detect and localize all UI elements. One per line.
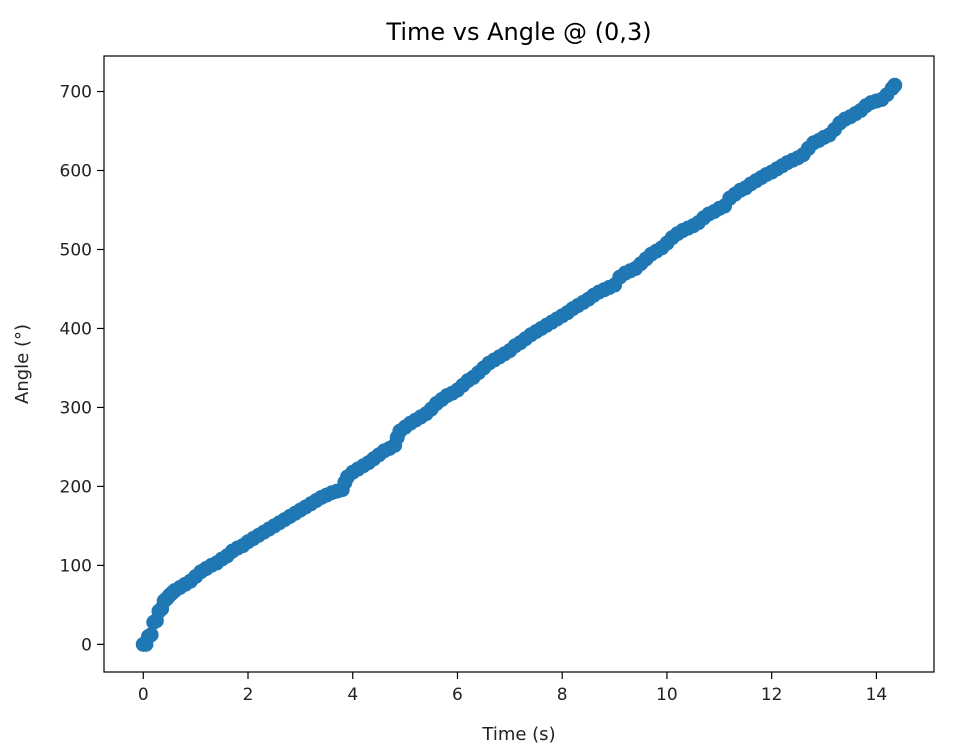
y-axis-label: Angle (°)	[12, 324, 33, 404]
y-tick-label: 600	[60, 162, 92, 182]
data-point	[143, 627, 159, 643]
x-axis-ticks: 0 2 4 6 8 10 12 14	[138, 672, 887, 705]
y-tick-label: 100	[60, 556, 92, 576]
chart-title: Time vs Angle @ (0,3)	[385, 18, 651, 46]
x-tick-label: 10	[656, 685, 678, 705]
y-tick-label: 700	[60, 83, 92, 103]
y-tick-label: 0	[81, 635, 92, 655]
x-tick-label: 4	[347, 685, 358, 705]
y-tick-label: 500	[60, 240, 92, 260]
y-tick-label: 400	[60, 319, 92, 339]
plot-frame	[103, 55, 935, 673]
y-axis-ticks: 0 100 200 300 400 500 600 700	[60, 83, 104, 655]
data-point	[887, 77, 903, 93]
x-tick-label: 2	[243, 685, 254, 705]
x-tick-label: 0	[138, 685, 149, 705]
x-tick-label: 12	[761, 685, 783, 705]
x-axis-label: Time (s)	[481, 724, 555, 745]
y-tick-label: 300	[60, 398, 92, 418]
x-tick-label: 8	[557, 685, 568, 705]
x-tick-label: 14	[866, 685, 888, 705]
y-tick-label: 200	[60, 477, 92, 497]
x-tick-label: 6	[452, 685, 463, 705]
data-points	[135, 77, 903, 652]
